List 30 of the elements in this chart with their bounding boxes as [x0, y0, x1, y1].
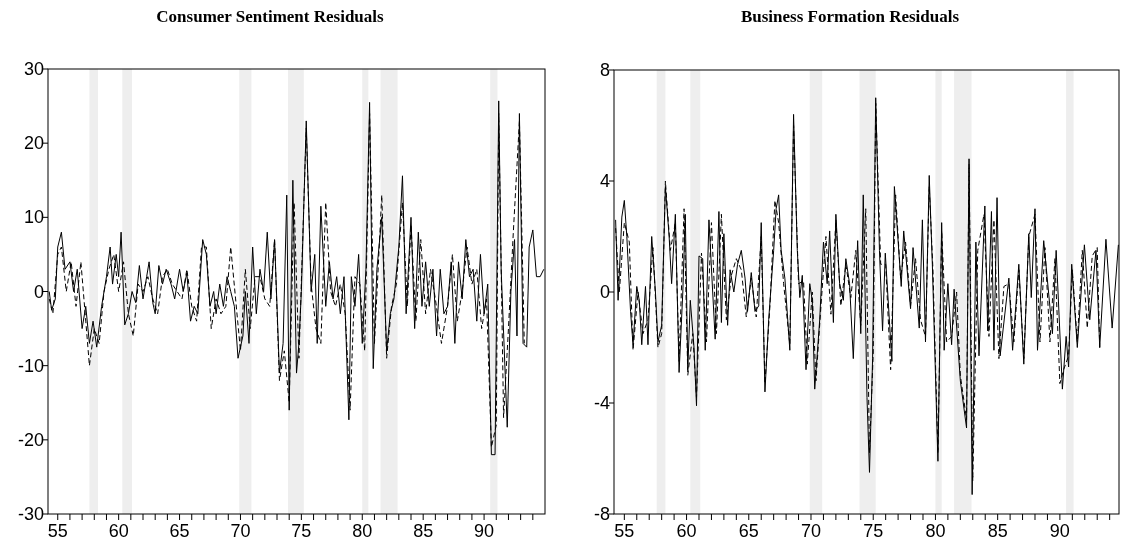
- x-tick-label: 55: [47, 521, 68, 541]
- x-tick-label: 75: [863, 521, 884, 541]
- y-tick-label: 0: [33, 281, 44, 302]
- y-tick-label: -10: [17, 355, 44, 376]
- y-tick-label: 30: [23, 59, 44, 79]
- x-tick-label: 85: [413, 521, 434, 541]
- y-tick-label: -20: [17, 429, 44, 450]
- y-tick-label: 20: [23, 133, 44, 154]
- x-tick-label: 65: [169, 521, 190, 541]
- y-tick-label: -4: [593, 393, 610, 413]
- chart-title: Consumer Sentiment Residuals: [156, 7, 385, 26]
- x-tick-label: 80: [352, 521, 373, 541]
- y-tick-label: 10: [23, 207, 44, 228]
- x-tick-label: 60: [676, 521, 697, 541]
- y-tick-label: -30: [17, 504, 44, 524]
- x-tick-label: 80: [925, 521, 946, 541]
- x-tick-label: 90: [1049, 521, 1070, 541]
- x-tick-label: 70: [230, 521, 251, 541]
- x-tick-label: 70: [800, 521, 822, 541]
- x-tick-label: 60: [108, 521, 129, 541]
- chart-title: Business Formation Residuals: [740, 7, 960, 26]
- y-tick-label: 0: [599, 282, 610, 302]
- x-tick-label: 75: [291, 521, 312, 541]
- x-tick-label: 85: [987, 521, 1008, 541]
- y-tick-label: 8: [599, 60, 610, 80]
- x-tick-label: 65: [738, 521, 759, 541]
- y-tick-label: 4: [599, 171, 610, 191]
- x-tick-label: 90: [474, 521, 495, 541]
- x-tick-label: 55: [614, 521, 635, 541]
- y-tick-label: -8: [593, 504, 610, 524]
